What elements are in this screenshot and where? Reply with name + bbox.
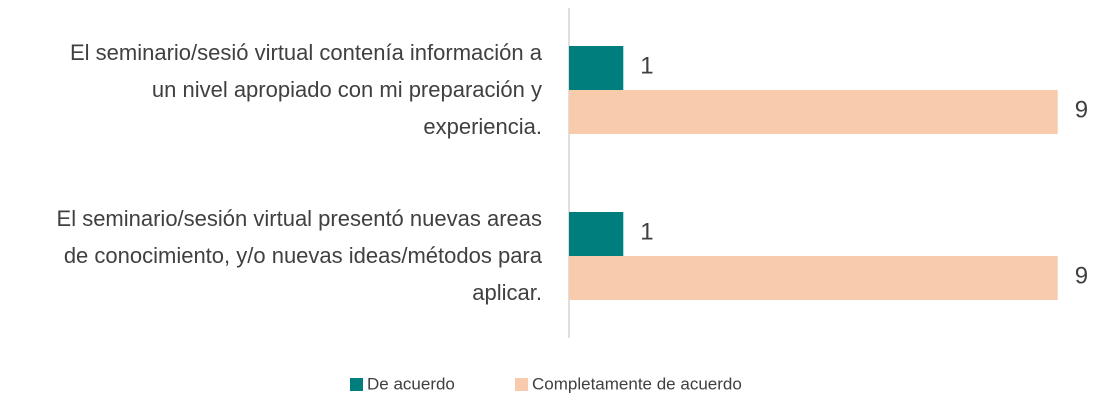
legend-swatch [350,378,363,391]
data-label: 1 [640,52,653,79]
bar [569,212,624,256]
legend-swatch [515,378,528,391]
bar [569,256,1058,300]
legend-label: Completamente de acuerdo [532,374,742,393]
bar [569,90,1058,134]
category-label: El seminario/sesión virtual presentó nue… [56,206,542,305]
category-label: El seminario/sesió virtual contenía info… [69,40,542,139]
data-label: 1 [640,218,653,245]
bar [569,46,624,90]
data-label: 9 [1075,262,1088,289]
legend-label: De acuerdo [367,374,455,393]
data-label: 9 [1075,96,1088,123]
